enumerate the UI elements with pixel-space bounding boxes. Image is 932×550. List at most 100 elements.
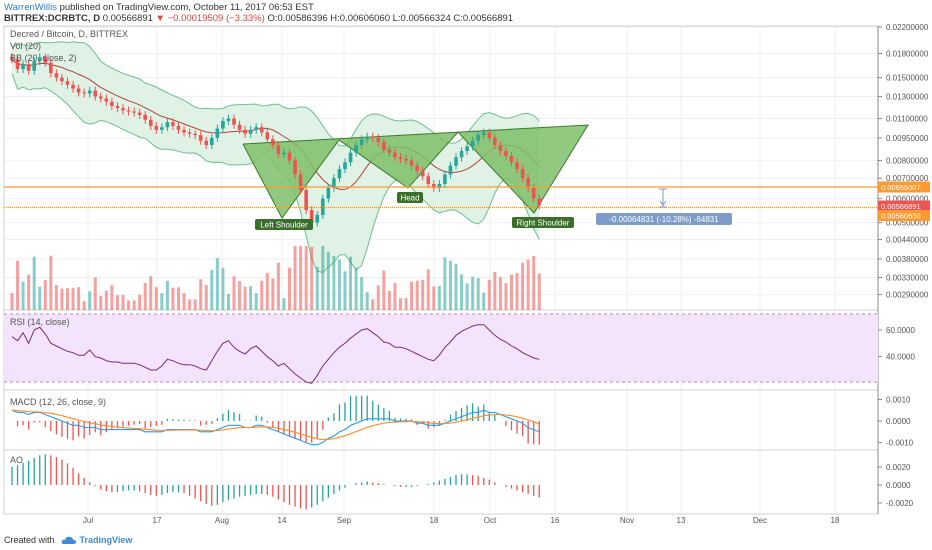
volume-bar [432,286,436,310]
label-right-shoulder[interactable]: Right Shoulder [512,217,574,228]
candle-body [531,188,536,199]
candle-body [376,137,381,143]
candle-body [243,129,247,134]
time-tick-label: 16 [551,516,560,525]
volume-bar [387,291,391,310]
down-arrow-icon: ▼ [155,13,165,24]
candle-body [182,129,186,133]
candle-body [204,140,209,146]
candle-body [454,157,458,166]
time-tick-label: Aug [215,516,229,525]
volume-bar [165,280,169,310]
volume-bar [249,286,253,310]
volume-bar [465,283,469,310]
candle-body [348,152,353,163]
candle-body [404,158,408,161]
price-tick-label: 0.01500000 [886,74,929,83]
label-head[interactable]: Head [397,192,423,203]
candle-body [298,174,303,191]
legend-ao[interactable]: AO [10,455,23,465]
volume-bar [332,256,336,310]
volume-bar [121,295,125,310]
candle-body [393,152,397,158]
candle-body [265,132,270,140]
candle-body [309,210,314,223]
volume-bar [515,273,519,310]
ohlc-values: O:0.00586396 H:0.00606060 L:0.00566324 C… [267,13,514,24]
legend-rsi[interactable]: RSI (14, close) [10,317,70,327]
volume-bar [532,256,536,310]
volume-bar [382,270,386,310]
candle-body [226,118,231,121]
candle-body [15,59,20,70]
legend-bollinger[interactable]: BB (20, close, 2) [10,53,77,63]
candle-body [276,145,281,155]
rsi-tick-label: 40.0000 [886,353,915,362]
candle-body [115,105,120,109]
candle-body [37,57,42,62]
ao-tick-label: -0.0020 [886,499,914,508]
volume-bar [32,256,36,310]
volume-bar [360,277,364,310]
legend-volume[interactable]: Vol (20) [10,41,41,51]
volume-bar [288,267,291,310]
candle-body [248,129,253,134]
volume-bar [204,285,208,310]
candle-body [232,118,236,125]
tradingview-logo[interactable]: TradingView [61,535,132,545]
candle-body [526,178,530,189]
candle-body [476,135,480,141]
volume-bar [10,293,14,310]
time-tick-label: 18 [831,516,840,525]
candle-body [110,101,114,106]
price-tick-label: 0.00700000 [886,174,929,183]
candle-body [509,155,514,163]
rsi-line [11,324,540,384]
price-tick-label: 0.00330000 [886,274,929,283]
price-axis[interactable]: 0.02200000 0.01800000 0.01500000 0.01300000… [878,23,929,508]
volume-bar [504,283,508,310]
price-label-text: 0.00655007 [881,183,921,192]
candle-body [382,142,386,150]
footer-created: Created with [4,535,55,545]
volume-bar [16,260,20,310]
volume-bar [88,291,92,310]
volume-bar [415,280,419,310]
candle-body [282,152,286,155]
time-axis[interactable]: Jul 17 Aug 14 Sep 18 Oct 16 Nov 13 Dec 18 [83,516,840,525]
legend-macd[interactable]: MACD (12, 26, close, 9) [10,397,106,407]
volume-bar [38,286,42,310]
publish-info: WarrenWillis published on TradingView.co… [4,2,314,13]
price-tick-label: 0.01300000 [886,92,929,101]
macd-tick-label: -0.0010 [886,439,914,448]
legend-title[interactable]: Decred / Bitcoin, D, BITTREX [10,29,128,39]
candle-body [221,120,225,129]
volume-bar [221,267,225,310]
candle-body [398,157,403,159]
candle-body [165,122,170,128]
price-label-text: 0.00560630 [881,212,921,221]
volume-bar [82,301,86,310]
author-link[interactable]: WarrenWillis [4,2,57,13]
rsi-band-fill [4,314,878,382]
volume-bar [310,246,314,310]
volume-bar [154,287,158,310]
measure-badge[interactable]: -0.00064831 (-10.28%) -64831 [596,213,732,225]
price-tick-label: 0.00440000 [886,236,929,245]
volume-bar [71,287,75,310]
candle-body [287,152,292,161]
candle-body [470,140,475,147]
volume-bar [448,260,452,310]
volume-bar [299,246,303,310]
label-left-shoulder[interactable]: Left Shoulder [255,219,313,230]
volume-bar [143,282,147,310]
volume-bar [127,300,131,310]
volume-bar [226,293,230,310]
volume-bar [399,298,402,310]
candle-body [498,145,503,152]
volume-bar [104,290,108,310]
volume-bar [393,283,397,310]
price-tick-label: 0.01800000 [886,49,929,58]
candle-body [187,132,192,134]
